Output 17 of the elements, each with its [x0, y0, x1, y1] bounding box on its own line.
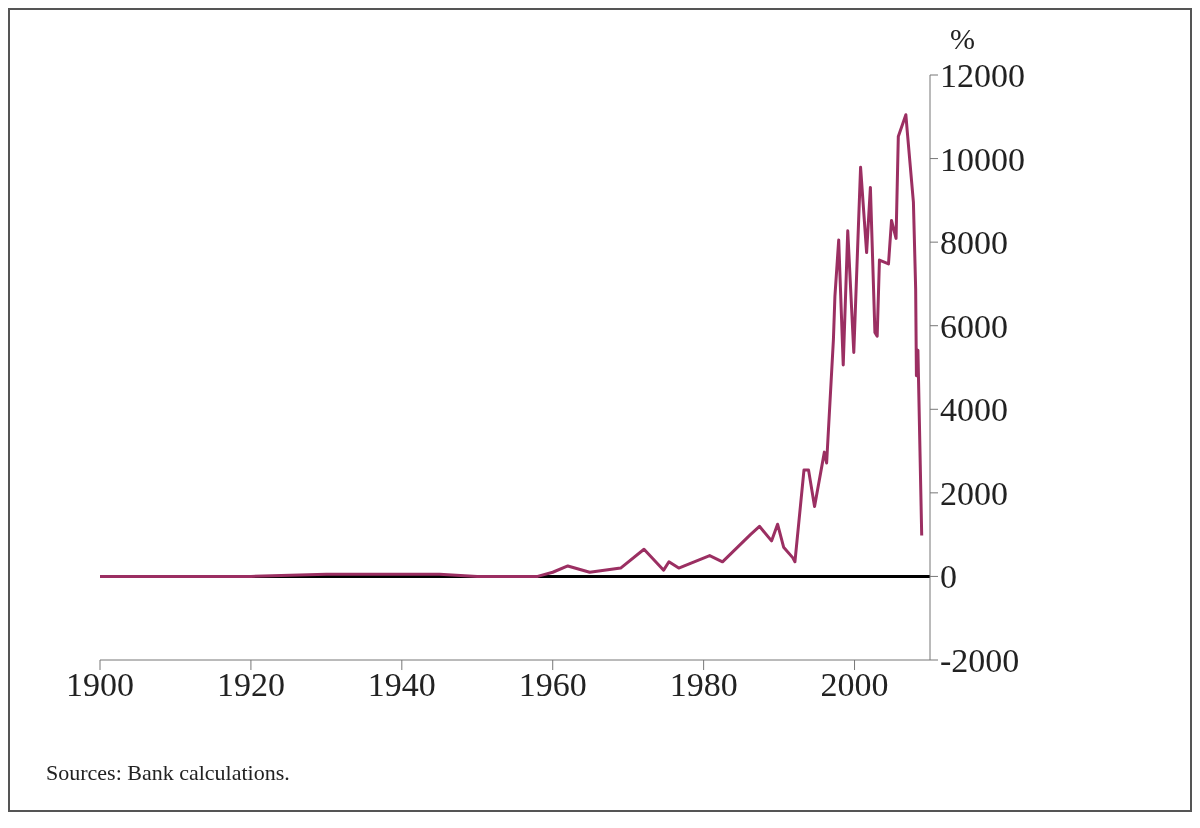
y-axis-title: %: [950, 22, 975, 56]
x-tick-label: 1960: [518, 666, 587, 704]
x-tick-label: 1920: [216, 666, 285, 704]
y-tick-label: 2000: [940, 474, 1008, 512]
y-tick-label: -2000: [940, 642, 1020, 680]
line-series: [100, 113, 924, 578]
y-tick-label: 6000: [940, 307, 1008, 345]
y-tick-label: 10000: [940, 140, 1025, 178]
y-tick-label: 8000: [940, 224, 1008, 262]
x-tick-label: 1900: [66, 666, 134, 704]
y-tick-label: 12000: [940, 57, 1025, 95]
y-tick-label: 0: [940, 558, 957, 596]
y-tick-label: 4000: [940, 391, 1008, 429]
x-tick-label: 1980: [669, 666, 738, 704]
x-tick-label: 1940: [367, 666, 436, 704]
source-note: Sources: Bank calculations.: [46, 760, 290, 786]
x-tick-label: 2000: [820, 666, 889, 704]
